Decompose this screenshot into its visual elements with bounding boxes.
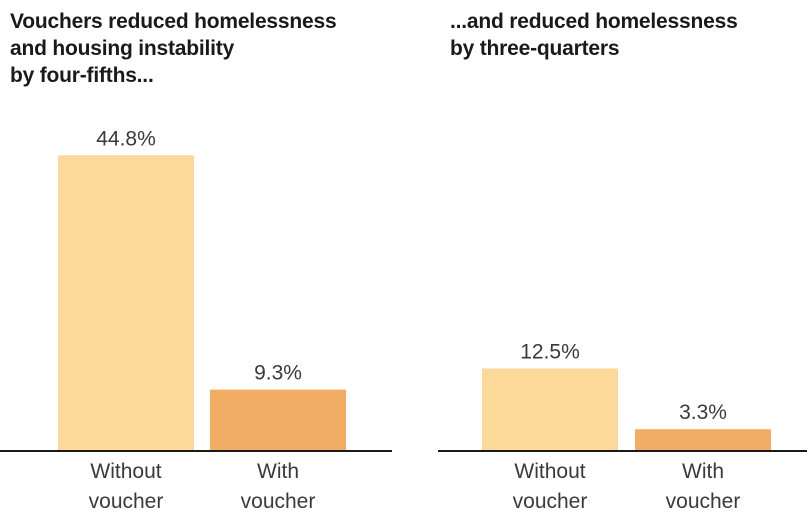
category-label: With xyxy=(682,460,724,483)
data-label: 44.8% xyxy=(96,127,156,150)
chart-title-right: ...and reduced homelessness by three-qua… xyxy=(450,8,738,62)
title-line: ...and reduced homelessness xyxy=(450,10,738,33)
data-label: 9.3% xyxy=(254,362,302,385)
bar-with-voucher xyxy=(635,429,771,451)
bar-chart-right: 12.5% Without voucher 3.3% With voucher xyxy=(438,341,807,513)
title-line: Vouchers reduced homelessness xyxy=(10,10,337,33)
bar-without-voucher xyxy=(58,155,194,451)
category-label: Without xyxy=(514,460,585,483)
bar-chart-left: 44.8% Without voucher 9.3% With voucher xyxy=(0,127,392,513)
data-label: 12.5% xyxy=(520,341,580,364)
category-label: voucher xyxy=(89,490,164,513)
chart-title-left: Vouchers reduced homelessness and housin… xyxy=(10,8,337,89)
title-line: by four-fifths... xyxy=(10,64,154,87)
chart-panel-right: ...and reduced homelessness by three-qua… xyxy=(430,0,807,516)
category-label: With xyxy=(257,460,299,483)
chart-panel-left: Vouchers reduced homelessness and housin… xyxy=(0,0,400,516)
bar-with-voucher xyxy=(210,389,346,451)
category-label: Without xyxy=(90,460,161,483)
bar-without-voucher xyxy=(482,368,618,451)
data-label: 3.3% xyxy=(679,401,727,424)
title-line: by three-quarters xyxy=(450,37,620,60)
category-label: voucher xyxy=(666,490,741,513)
category-label: voucher xyxy=(513,490,588,513)
title-line: and housing instability xyxy=(10,37,235,60)
category-label: voucher xyxy=(241,490,316,513)
